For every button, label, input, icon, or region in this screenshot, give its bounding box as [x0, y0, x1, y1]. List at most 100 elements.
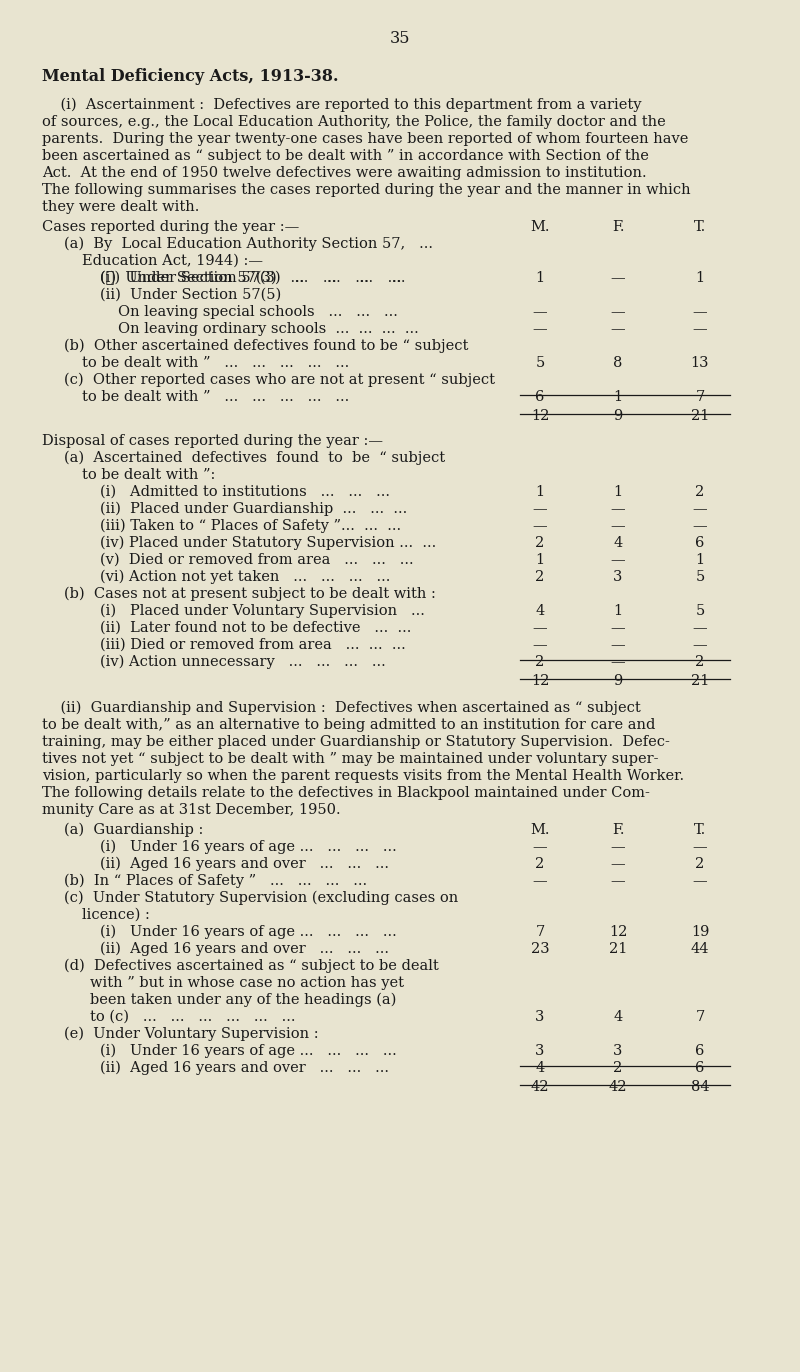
Text: training, may be either placed under Guardianship or Statutory Supervision.  Def: training, may be either placed under Gua…: [42, 735, 670, 749]
Text: 3: 3: [535, 1010, 545, 1024]
Text: Disposal of cases reported during the year :—: Disposal of cases reported during the ye…: [42, 434, 383, 449]
Text: of sources, e.g., the Local Education Authority, the Police, the family doctor a: of sources, e.g., the Local Education Au…: [42, 115, 666, 129]
Text: 19: 19: [691, 925, 709, 938]
Text: (d)  Defectives ascertained as “ subject to be dealt: (d) Defectives ascertained as “ subject …: [64, 959, 438, 973]
Text: On leaving ordinary schools  ...  ...  ...  ...: On leaving ordinary schools ... ... ... …: [118, 322, 418, 336]
Text: to be dealt with,” as an alternative to being admitted to an institution for car: to be dealt with,” as an alternative to …: [42, 718, 655, 733]
Text: (a)  By  Local Education Authority Section 57,   ...: (a) By Local Education Authority Section…: [64, 237, 433, 251]
Text: (i)   Placed under Voluntary Supervision   ...: (i) Placed under Voluntary Supervision .…: [100, 604, 425, 619]
Text: —: —: [693, 519, 707, 532]
Text: —: —: [533, 638, 547, 652]
Text: 1: 1: [535, 553, 545, 567]
Text: Cases reported during the year :—: Cases reported during the year :—: [42, 220, 299, 235]
Text: 84: 84: [690, 1080, 710, 1093]
Text: 2: 2: [695, 484, 705, 499]
Text: —: —: [533, 502, 547, 516]
Text: 9: 9: [614, 674, 622, 687]
Text: to (c)   ...   ...   ...   ...   ...   ...: to (c) ... ... ... ... ... ...: [90, 1010, 295, 1024]
Text: 12: 12: [531, 409, 549, 423]
Text: 7: 7: [695, 1010, 705, 1024]
Text: —: —: [693, 305, 707, 320]
Text: 6: 6: [695, 1044, 705, 1058]
Text: (ii)  Under Section 57(5): (ii) Under Section 57(5): [100, 288, 282, 302]
Text: 2: 2: [695, 858, 705, 871]
Text: —: —: [610, 874, 626, 888]
Text: 6: 6: [535, 390, 545, 403]
Text: 21: 21: [691, 674, 709, 687]
Text: (i)   Under 16 years of age ...   ...   ...   ...: (i) Under 16 years of age ... ... ... ..…: [100, 1044, 397, 1058]
Text: (i)  Ascertainment :  Defectives are reported to this department from a variety: (i) Ascertainment : Defectives are repor…: [42, 97, 642, 113]
Text: 13: 13: [690, 355, 710, 370]
Text: 4: 4: [614, 536, 622, 550]
Text: —: —: [610, 858, 626, 871]
Text: 21: 21: [609, 943, 627, 956]
Text: (ℹ)  Under Section 57(3)   ...    ...    ...    ...: (ℹ) Under Section 57(3) ... ... ... ...: [100, 272, 406, 285]
Text: 6: 6: [695, 536, 705, 550]
Text: (i)   Admitted to institutions   ...   ...   ...: (i) Admitted to institutions ... ... ...: [100, 484, 390, 499]
Text: 6: 6: [695, 1061, 705, 1076]
Text: 4: 4: [535, 1061, 545, 1076]
Text: (ii)  Later found not to be defective   ...  ...: (ii) Later found not to be defective ...…: [100, 622, 411, 635]
Text: (iv) Placed under Statutory Supervision ...  ...: (iv) Placed under Statutory Supervision …: [100, 536, 436, 550]
Text: 1: 1: [614, 484, 622, 499]
Text: The following summarises the cases reported during the year and the manner in wh: The following summarises the cases repor…: [42, 182, 690, 198]
Text: 1: 1: [614, 390, 622, 403]
Text: (e)  Under Voluntary Supervision :: (e) Under Voluntary Supervision :: [64, 1028, 318, 1041]
Text: —: —: [693, 622, 707, 635]
Text: (ii)  Aged 16 years and over   ...   ...   ...: (ii) Aged 16 years and over ... ... ...: [100, 1061, 389, 1076]
Text: 42: 42: [530, 1080, 550, 1093]
Text: (iv) Action unnecessary   ...   ...   ...   ...: (iv) Action unnecessary ... ... ... ...: [100, 654, 386, 670]
Text: (ii)  Aged 16 years and over   ...   ...   ...: (ii) Aged 16 years and over ... ... ...: [100, 858, 389, 871]
Text: 7: 7: [695, 390, 705, 403]
Text: (a)  Ascertained  defectives  found  to  be  “ subject: (a) Ascertained defectives found to be “…: [64, 451, 445, 465]
Text: —: —: [610, 840, 626, 853]
Text: they were dealt with.: they were dealt with.: [42, 200, 199, 214]
Text: 2: 2: [535, 654, 545, 670]
Text: —: —: [533, 874, 547, 888]
Text: T.: T.: [694, 220, 706, 235]
Text: —: —: [533, 322, 547, 336]
Text: —: —: [533, 840, 547, 853]
Text: 35: 35: [390, 30, 410, 47]
Text: 9: 9: [614, 409, 622, 423]
Text: 1: 1: [695, 553, 705, 567]
Text: 42: 42: [609, 1080, 627, 1093]
Text: 1: 1: [535, 272, 545, 285]
Text: 5: 5: [535, 355, 545, 370]
Text: 5: 5: [695, 569, 705, 584]
Text: Act.  At the end of 1950 twelve defectives were awaiting admission to institutio: Act. At the end of 1950 twelve defective…: [42, 166, 646, 180]
Text: to be dealt with ”:: to be dealt with ”:: [82, 468, 215, 482]
Text: M.: M.: [530, 823, 550, 837]
Text: 3: 3: [614, 1044, 622, 1058]
Text: —: —: [693, 502, 707, 516]
Text: 12: 12: [609, 925, 627, 938]
Text: (v)  Died or removed from area   ...   ...   ...: (v) Died or removed from area ... ... ..…: [100, 553, 414, 567]
Text: 7: 7: [535, 925, 545, 938]
Text: 4: 4: [614, 1010, 622, 1024]
Text: —: —: [693, 840, 707, 853]
Text: licence) :: licence) :: [82, 908, 150, 922]
Text: 21: 21: [691, 409, 709, 423]
Text: to be dealt with ”   ...   ...   ...   ...   ...: to be dealt with ” ... ... ... ... ...: [82, 390, 350, 403]
Text: 1: 1: [614, 604, 622, 617]
Text: (b)  Cases not at present subject to be dealt with :: (b) Cases not at present subject to be d…: [64, 587, 436, 601]
Text: tives not yet “ subject to be dealt with ” may be maintained under voluntary sup: tives not yet “ subject to be dealt with…: [42, 752, 658, 766]
Text: been ascertained as “ subject to be dealt with ” in accordance with Section of t: been ascertained as “ subject to be deal…: [42, 150, 649, 163]
Text: M.: M.: [530, 220, 550, 235]
Text: 3: 3: [535, 1044, 545, 1058]
Text: (ii)  Placed under Guardianship  ...   ...  ...: (ii) Placed under Guardianship ... ... .…: [100, 502, 407, 516]
Text: —: —: [693, 322, 707, 336]
Text: (i)   Under 16 years of age ...   ...   ...   ...: (i) Under 16 years of age ... ... ... ..…: [100, 840, 397, 855]
Text: (a)  Guardianship :: (a) Guardianship :: [64, 823, 203, 837]
Text: vision, particularly so when the parent requests visits from the Mental Health W: vision, particularly so when the parent …: [42, 768, 684, 783]
Text: (i)  Under Section 57(3)   ...    ...    ...    ...: (i) Under Section 57(3) ... ... ... ...: [100, 272, 402, 285]
Text: 5: 5: [695, 604, 705, 617]
Text: 1: 1: [695, 272, 705, 285]
Text: 4: 4: [535, 604, 545, 617]
Text: 2: 2: [535, 858, 545, 871]
Text: —: —: [610, 322, 626, 336]
Text: been taken under any of the headings (a): been taken under any of the headings (a): [90, 993, 396, 1007]
Text: 3: 3: [614, 569, 622, 584]
Text: (vi) Action not yet taken   ...   ...   ...   ...: (vi) Action not yet taken ... ... ... ..…: [100, 569, 390, 584]
Text: F.: F.: [612, 823, 624, 837]
